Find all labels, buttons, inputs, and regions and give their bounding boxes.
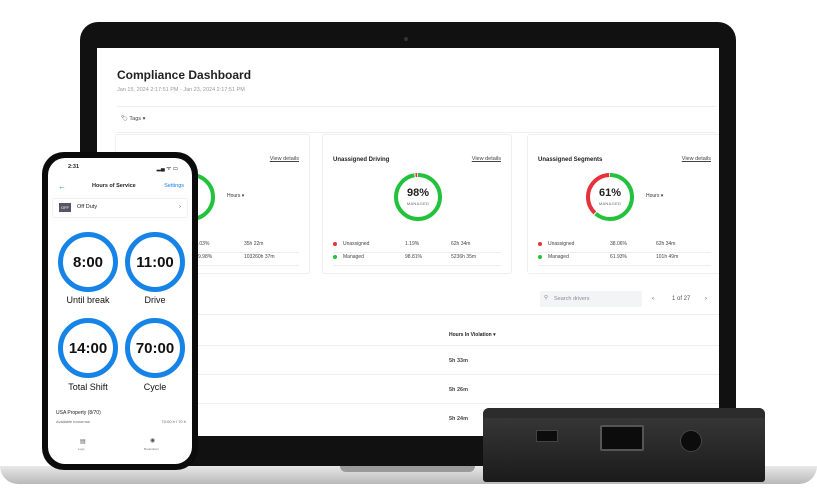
legend-dot — [333, 242, 337, 246]
divider — [197, 314, 719, 315]
legend-name: Managed — [548, 254, 569, 260]
divider — [197, 345, 719, 346]
search-placeholder: Search drivers — [554, 296, 590, 302]
table-cell: 5h 33m — [449, 358, 468, 364]
table-cell: 5h 24m — [449, 416, 468, 422]
prev-page-button[interactable]: ‹ — [652, 296, 654, 302]
donut-chart — [586, 173, 634, 221]
clock-label: Drive — [144, 295, 166, 305]
legend-row: Managed 98.81% 5236h 35m — [333, 254, 501, 266]
duty-status-row[interactable]: OFF Off Duty › — [52, 198, 188, 218]
available-label: Available tomorrow — [56, 419, 90, 424]
search-drivers-input[interactable]: ⚲ Search drivers — [540, 291, 642, 307]
status-time: 2:31 — [68, 164, 80, 170]
donut-unassigned-arc — [586, 173, 634, 221]
legend-percent: 38.06% — [610, 241, 627, 247]
divider — [117, 106, 717, 107]
hours-label: Hours — [646, 193, 660, 199]
legend-name: Managed — [343, 254, 364, 260]
search-icon: ⚲ — [544, 295, 549, 301]
tag-icon: 🏷 — [121, 116, 128, 122]
column-header-hours-in-violation[interactable]: Hours In Violation ▾ — [449, 332, 496, 338]
legend-time: 62h 34m — [451, 241, 471, 247]
round-port — [680, 430, 702, 452]
tab-logs[interactable]: Logs — [78, 447, 85, 451]
legend-percent: .03% — [198, 241, 210, 247]
clock-until-break: 8:00 — [58, 232, 118, 292]
clock-drive: 11:00 — [125, 232, 185, 292]
donut-managed-arc — [586, 173, 634, 221]
divider — [197, 403, 719, 404]
laptop-screen: Compliance Dashboard Jan 15, 2024 2:17:5… — [97, 48, 719, 436]
legend-time: 35h 22m — [244, 241, 264, 247]
phone-screen: 2:31 ▂▄ ᯤ ▭ ← Hours of Service Settings … — [48, 158, 192, 464]
date-range: Jan 15, 2024 2:17:51 PM - Jan 23, 2024 2… — [117, 87, 245, 93]
clock-label: Cycle — [143, 382, 167, 392]
legend-dot — [538, 242, 542, 246]
clock-label: Total Shift — [68, 382, 108, 392]
status-badge: OFF — [59, 203, 71, 212]
legend-time: 101h 49m — [656, 254, 679, 260]
screen-title: Hours of Service — [92, 183, 136, 189]
page-title: Compliance Dashboard — [117, 68, 252, 82]
legend-row: Unassigned 1.19% 62h 34m — [333, 241, 501, 253]
hours-label: Hours — [227, 193, 241, 199]
legend-percent: 9.98% — [198, 254, 213, 260]
legend-name: Unassigned — [548, 241, 575, 247]
back-arrow-icon[interactable]: ← — [58, 182, 66, 191]
available-value: 70:00 h / 70 h — [161, 419, 186, 424]
legend-time: 5236h 35m — [451, 254, 477, 260]
clock-cycle: 70:00 — [125, 318, 185, 378]
donut-label: MANAGED — [598, 201, 622, 206]
tags-filter[interactable]: 🏷 Tags ▾ — [121, 116, 146, 122]
view-details-link[interactable]: View details — [471, 156, 501, 162]
tab-breakdown[interactable]: Breakdown — [144, 447, 160, 451]
legend-dot — [333, 255, 337, 259]
card-title: Unassigned Segments — [538, 157, 603, 163]
logs-tab-icon[interactable]: ▤ — [80, 439, 86, 445]
page-indicator: 1 of 27 — [672, 296, 691, 302]
clock-label: Until break — [66, 295, 110, 305]
cycle-name: USA Property (8/70) — [56, 410, 101, 416]
donut-managed-arc — [394, 173, 442, 221]
legend-percent: 61.93% — [610, 254, 627, 260]
divider — [117, 132, 717, 133]
card-unassigned-driving: Unassigned Driving View details 98% MANAGE… — [322, 134, 512, 274]
chevron-right-icon: › — [179, 204, 181, 210]
breakdown-tab-icon[interactable]: ◉ — [150, 438, 156, 444]
duty-status: Off Duty — [77, 204, 98, 210]
settings-link[interactable]: Settings — [164, 183, 184, 189]
view-details-link[interactable]: View details — [681, 156, 711, 162]
clock-total-shift: 14:00 — [58, 318, 118, 378]
card-title: Unassigned Driving — [333, 157, 390, 163]
legend-percent: 98.81% — [405, 254, 422, 260]
legend-time: 103260h 37m — [244, 254, 275, 260]
status-icons: ▂▄ ᯤ ▭ — [156, 166, 178, 172]
tags-label: Tags — [129, 116, 142, 122]
connector-port — [600, 425, 644, 451]
card-unassigned-segments: Unassigned Segments View details 61% MANAG… — [527, 134, 719, 274]
legend-percent: 1.19% — [405, 241, 420, 247]
divider — [197, 374, 719, 375]
donut-label: MANAGED — [406, 201, 430, 206]
legend-dot — [538, 255, 542, 259]
laptop-notch — [340, 466, 475, 472]
view-details-link[interactable]: View details — [269, 156, 299, 162]
hours-dropdown[interactable]: Hours ▾ — [646, 193, 664, 199]
camera — [404, 37, 408, 41]
donut-chart — [394, 173, 442, 221]
hours-dropdown[interactable]: Hours ▾ — [227, 193, 245, 199]
legend-row: Managed 61.93% 101h 49m — [538, 254, 711, 266]
next-page-button[interactable]: › — [705, 296, 707, 302]
legend-row: Unassigned 38.06% 62h 34m — [538, 241, 711, 253]
donut-percent: 61% — [598, 187, 622, 199]
legend-time: 62h 34m — [656, 241, 676, 247]
device-top — [483, 408, 765, 418]
legend-name: Unassigned — [343, 241, 370, 247]
donut-percent: 98% — [406, 187, 430, 199]
table-cell: 5h 26m — [449, 387, 468, 393]
usb-port — [536, 430, 558, 442]
